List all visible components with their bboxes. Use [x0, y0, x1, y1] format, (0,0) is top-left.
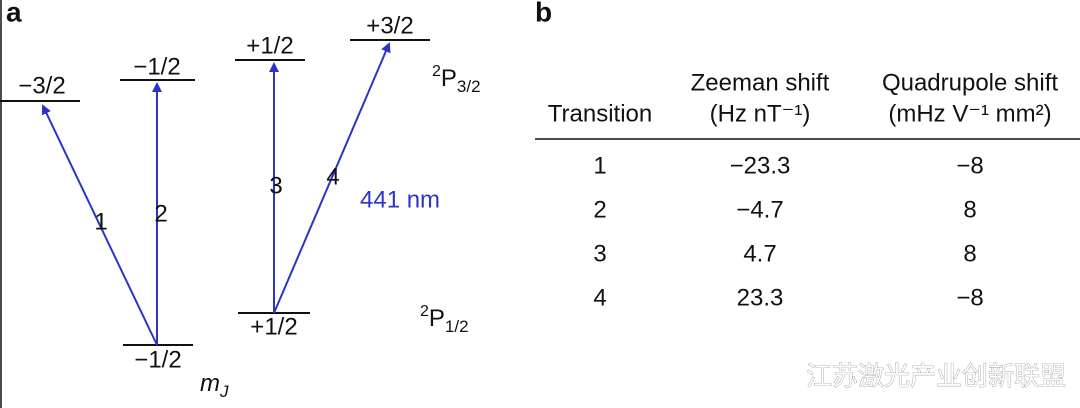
term-label: 2P1/2 [420, 303, 469, 336]
table-cell: 4.7 [743, 240, 776, 267]
table-cell: 8 [963, 196, 976, 223]
table-header: (mHz V⁻¹ mm²) [888, 100, 1051, 127]
transition-label: 4 [326, 163, 339, 190]
wavelength-label: 441 nm [360, 186, 440, 213]
panel-label: a [6, 0, 22, 27]
transition-arrow [41, 104, 158, 346]
table: Transition Zeeman shift (Hz nT⁻¹) Quadrupol… [548, 69, 1059, 311]
table-header: Quadrupole shift [882, 69, 1058, 96]
table-cell: 2 [593, 196, 606, 223]
table-cell: 4 [593, 284, 606, 311]
level-label: +1/2 [246, 32, 293, 59]
transition-label: 2 [154, 200, 167, 227]
table-cell: −23.3 [730, 152, 791, 179]
transition-label: 3 [269, 172, 282, 199]
level-label: −1/2 [134, 346, 181, 373]
level-label: −3/2 [18, 72, 65, 99]
table-header: Zeeman shift [691, 69, 830, 96]
table-cell: −4.7 [736, 196, 783, 223]
level-label: +1/2 [250, 313, 297, 340]
table-header: (Hz nT⁻¹) [710, 100, 811, 127]
table-cell: 8 [963, 240, 976, 267]
level-label: −1/2 [133, 53, 180, 80]
table-cell: 23.3 [737, 284, 784, 311]
table-cell: −8 [956, 284, 983, 311]
transition-label: 1 [94, 208, 107, 235]
table-cell: 3 [593, 240, 606, 267]
transition-arrow [273, 42, 391, 314]
watermark: 江苏激光产业创新联盟 [806, 361, 1066, 391]
level-label: +3/2 [366, 12, 413, 39]
quantum-number-label: mJ [200, 370, 229, 401]
term-label: 2P3/2 [432, 63, 481, 96]
panel-label: b [535, 0, 552, 27]
table-cell: −8 [956, 152, 983, 179]
table-header: Transition [548, 100, 652, 127]
table-cell: 1 [593, 152, 606, 179]
